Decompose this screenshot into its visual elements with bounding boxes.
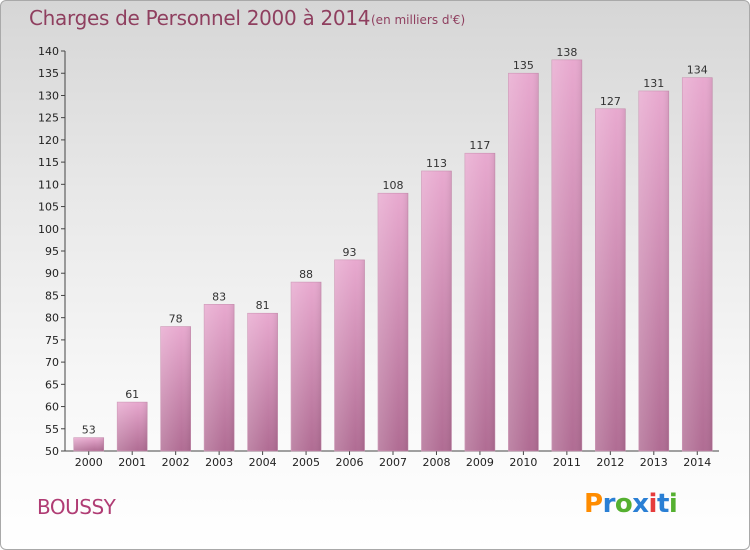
x-tick-label: 2006 — [336, 456, 364, 469]
chart-title: Charges de Personnel 2000 à 2014 — [29, 6, 371, 30]
logo-letter: t — [656, 489, 669, 519]
data-label: 53 — [82, 424, 96, 437]
y-tick-label: 95 — [45, 245, 59, 258]
data-label: 135 — [513, 59, 534, 72]
x-tick-label: 2009 — [466, 456, 494, 469]
logo-letter: o — [614, 489, 633, 519]
data-label: 108 — [383, 179, 404, 192]
y-tick-label: 85 — [45, 289, 59, 302]
bar-shade-2002 — [160, 326, 191, 451]
bar-shade-2009 — [464, 153, 495, 451]
bar-shade-2001 — [117, 402, 148, 451]
logo-letter: x — [632, 489, 649, 519]
data-label: 127 — [600, 95, 621, 108]
bar-shade-2005 — [291, 282, 322, 451]
logo-letter: r — [602, 489, 616, 519]
y-tick-label: 75 — [45, 334, 59, 347]
x-tick-label: 2011 — [553, 456, 581, 469]
bar-shade-2012 — [595, 108, 626, 452]
data-label: 81 — [256, 299, 270, 312]
y-tick-label: 125 — [38, 112, 59, 125]
y-tick-label: 130 — [38, 89, 59, 102]
bar-shade-2010 — [508, 73, 539, 451]
y-tick-label: 65 — [45, 378, 59, 391]
data-label: 117 — [469, 139, 490, 152]
bar-shade-2014 — [682, 77, 713, 452]
commune-name: BOUSSY — [37, 495, 116, 519]
chart-subtitle: (en milliers d'€) — [371, 13, 466, 27]
data-label: 78 — [169, 313, 183, 326]
data-label: 131 — [643, 77, 664, 90]
x-tick-label: 2004 — [249, 456, 277, 469]
logo-letter: i — [668, 489, 678, 519]
y-tick-label: 110 — [38, 178, 59, 191]
data-label: 138 — [556, 46, 577, 59]
x-tick-label: 2013 — [640, 456, 668, 469]
y-tick-label: 100 — [38, 223, 59, 236]
x-tick-label: 2010 — [509, 456, 537, 469]
y-tick-label: 135 — [38, 67, 59, 80]
logo-letter: P — [584, 489, 603, 519]
data-label: 61 — [125, 388, 139, 401]
bar-shade-2004 — [247, 313, 278, 451]
y-tick-label: 80 — [45, 312, 59, 325]
x-tick-label: 2014 — [683, 456, 711, 469]
y-tick-label: 60 — [45, 401, 59, 414]
data-label: 134 — [687, 64, 708, 77]
y-tick-label: 115 — [38, 156, 59, 169]
y-tick-label: 120 — [38, 134, 59, 147]
x-tick-label: 2001 — [118, 456, 146, 469]
bar-shade-2011 — [551, 59, 582, 452]
bar-shade-2008 — [421, 171, 452, 451]
x-tick-label: 2003 — [205, 456, 233, 469]
proxiti-logo: Proxiti — [584, 489, 678, 519]
x-tick-label: 2008 — [422, 456, 450, 469]
x-tick-label: 2000 — [75, 456, 103, 469]
x-tick-label: 2007 — [379, 456, 407, 469]
y-tick-label: 140 — [38, 45, 59, 58]
y-tick-label: 70 — [45, 356, 59, 369]
logo-letter: i — [648, 489, 658, 519]
bar-shade-2000 — [73, 437, 104, 451]
bar-shade-2003 — [204, 304, 235, 451]
bar-shade-2013 — [638, 91, 669, 451]
bar-shade-2006 — [334, 259, 365, 451]
x-tick-label: 2002 — [162, 456, 190, 469]
data-label: 93 — [343, 246, 357, 259]
y-tick-label: 55 — [45, 423, 59, 436]
data-label: 113 — [426, 157, 447, 170]
y-tick-label: 90 — [45, 267, 59, 280]
y-tick-label: 105 — [38, 201, 59, 214]
x-tick-label: 2005 — [292, 456, 320, 469]
data-label: 88 — [299, 268, 313, 281]
x-tick-label: 2012 — [596, 456, 624, 469]
y-tick-label: 50 — [45, 445, 59, 458]
data-label: 83 — [212, 290, 226, 303]
bar-shade-2007 — [378, 193, 408, 451]
